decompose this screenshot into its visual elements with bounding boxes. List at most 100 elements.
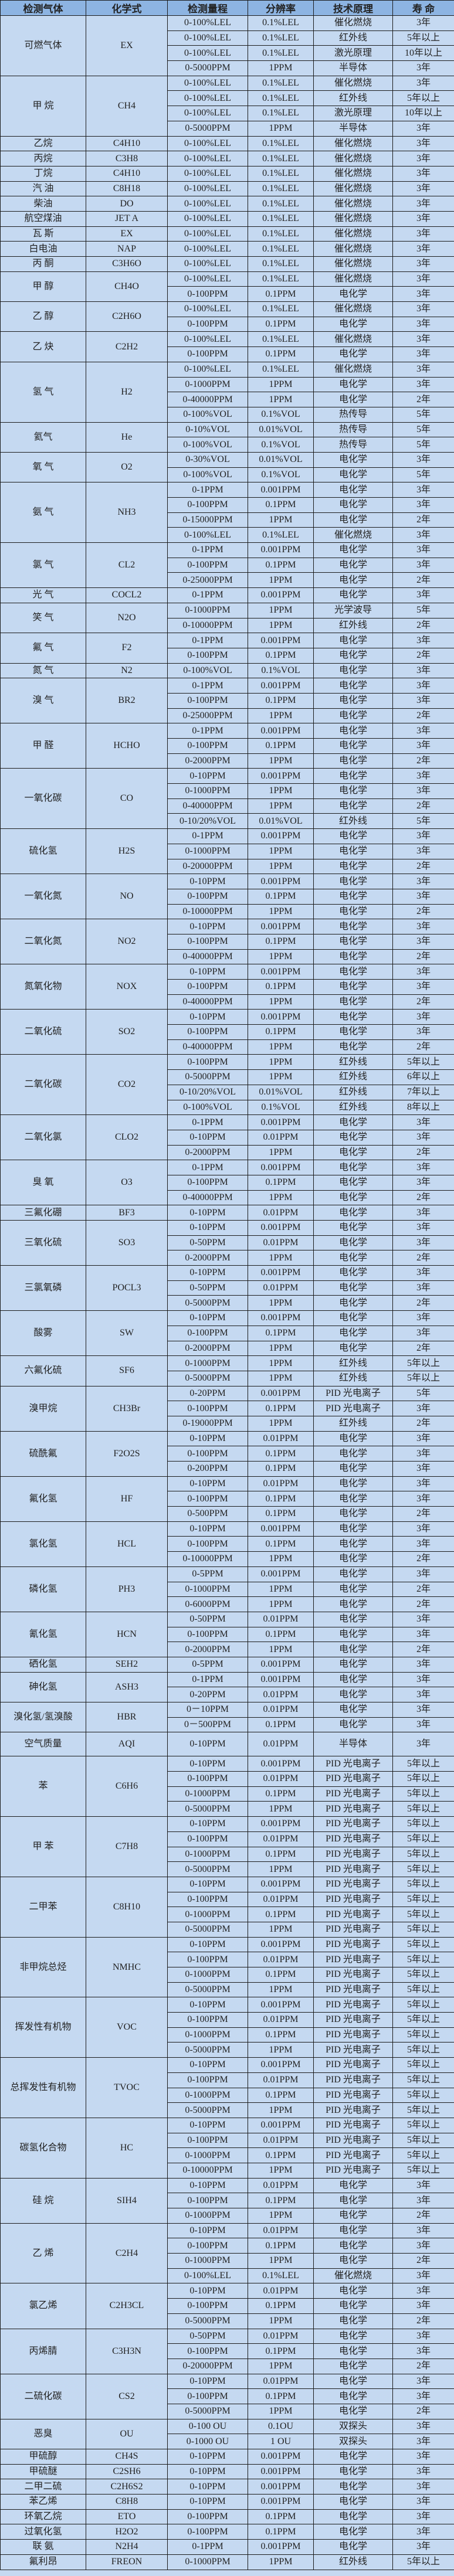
- principle-cell: 电化学: [313, 2313, 393, 2329]
- header-formula: 化学式: [86, 0, 168, 16]
- range-cell: 0-50PPM: [167, 1280, 248, 1296]
- range-cell: 0-10PPM: [167, 2463, 248, 2480]
- gas-name-cell: 丙烷: [0, 151, 86, 166]
- principle-cell: 红外线: [313, 90, 393, 107]
- lifespan-cell: 3年: [392, 1687, 454, 1702]
- gas-name-cell: 氯乙烯: [0, 2283, 86, 2329]
- range-cell: 0-20PPM: [167, 1687, 248, 1702]
- table-row: 0-5000PPM 1PPM 红外线 6年以上: [1, 1069, 454, 1085]
- lifespan-cell: 3年: [392, 1717, 454, 1733]
- table-row: 0-100PPM 0.1PPM 电化学 3年: [1, 346, 454, 362]
- resolution-cell: 0.001PPM: [248, 1310, 314, 1326]
- lifespan-cell: 3年: [392, 210, 454, 227]
- lifespan-cell: 3年: [392, 557, 454, 573]
- table-row: 0-1000PPM 0.1PPM PID 光电离子 5年以上: [1, 1906, 454, 1922]
- resolution-cell: 0.001PPM: [248, 2479, 314, 2495]
- lifespan-cell: 5年以上: [392, 2087, 454, 2103]
- resolution-cell: 1PPM: [248, 1069, 314, 1085]
- range-cell: 0-100PPM: [167, 1325, 248, 1341]
- range-cell: 0-100PPM: [167, 2012, 248, 2028]
- table-row: 乙烷 C4H10 0-100%LEL 0.1%LEL 催化燃烧 3年: [0, 135, 454, 152]
- range-cell: 0-10PPM: [167, 2479, 248, 2495]
- table-row: 二氧化碳 CO2 0-100PPM 1PPM 红外线 5年以上: [0, 1054, 454, 1116]
- range-cell: 0-10PPM: [167, 874, 248, 889]
- table-row: 0-100PPM 0.1PPM 电化学 3年: [1, 286, 454, 303]
- lifespan-cell: 3年: [392, 376, 454, 393]
- table-row: 0-100PPM 0.01PPM PID 光电离子 5年以上: [1, 2072, 454, 2088]
- range-cell: 0-100 OU: [167, 2418, 248, 2435]
- resolution-cell: 0.01PPM: [248, 1952, 314, 1967]
- gas-name-cell: 溴 气: [0, 678, 86, 724]
- table-row: 空气质量 AQI 0-10PPM 0.01PPM 半导体 3年: [0, 1732, 454, 1757]
- resolution-cell: 0.001PPM: [248, 2463, 314, 2480]
- table-row: 氦气 He 0-10%VOL 0.01%VOL 热传导 5年: [0, 422, 454, 453]
- table-row: 0-5000PPM 1PPM 红外线 5年以上: [1, 1370, 454, 1386]
- resolution-cell: 0.1PPM: [248, 2147, 314, 2163]
- resolution-cell: 0.001PPM: [248, 2057, 314, 2073]
- gas-name-cell: 联 氨: [0, 2539, 86, 2555]
- lifespan-cell: 5年以上: [392, 1846, 454, 1863]
- table-row: 可燃气体 EX 0-100%LEL 0.1%LEL 催化燃烧 3年: [0, 15, 454, 76]
- range-cell: 0-20PPM: [167, 1385, 248, 1402]
- table-row: 0-100PPM 0.1PPM 电化学 3年: [1, 979, 454, 995]
- range-cell: 0－10PPM: [167, 1702, 248, 1718]
- lifespan-cell: 3年: [392, 1732, 454, 1757]
- resolution-cell: 0.1PPM: [248, 2087, 314, 2103]
- table-row: 乙 烯 C2H4 0-10PPM 0.01PPM 电化学 3年: [0, 2222, 454, 2284]
- lifespan-cell: 3年: [392, 933, 454, 950]
- resolution-cell: 0.1%LEL: [248, 301, 314, 317]
- principle-cell: 电化学: [313, 1687, 393, 1702]
- resolution-cell: 0.01PPM: [248, 2283, 314, 2299]
- resolution-cell: 1PPM: [248, 1596, 314, 1612]
- range-cell: 0-100%LEL: [167, 90, 248, 107]
- gas-name-cell: 氨 气: [0, 482, 86, 543]
- principle-cell: 红外线: [313, 1099, 393, 1116]
- resolution-cell: 0.1PPM: [248, 1325, 314, 1341]
- range-cell: 0-5000PPM: [167, 1295, 248, 1311]
- lifespan-cell: 5年以上: [392, 1355, 454, 1371]
- principle-cell: 电化学: [313, 2298, 393, 2314]
- table-row: 0-1000PPM 0.1PPM PID 光电离子 5年以上: [1, 1967, 454, 1983]
- lifespan-cell: 2年: [392, 1506, 454, 1522]
- principle-cell: 电化学: [313, 1581, 393, 1598]
- table-row: 0-100%VOL 0.1%VOL 红外线 8年以上: [1, 1099, 454, 1116]
- table-row: 0-6000PPM 1PPM 电化学 2年: [1, 1596, 454, 1612]
- principle-cell: 电化学: [313, 1566, 393, 1582]
- header-row: 检测气体 化学式 检测量程 分辨率 技术原理 寿 命: [0, 0, 454, 16]
- range-cell: 0-10PPM: [167, 1265, 248, 1281]
- lifespan-cell: 3年: [392, 331, 454, 348]
- gas-name-cell: 氧 气: [0, 451, 86, 483]
- principle-cell: PID 光电离子: [313, 1921, 393, 1938]
- gas-name-cell: 甲硫醚: [0, 2463, 86, 2480]
- resolution-cell: 0.001PPM: [248, 964, 314, 980]
- range-cell: 0-100PPM: [167, 1174, 248, 1191]
- gas-name-cell: 笑 气: [0, 602, 86, 634]
- gas-name-cell: 乙 烯: [0, 2222, 86, 2284]
- principle-cell: 催化燃烧: [313, 181, 393, 197]
- resolution-cell: 0.01PPM: [248, 1732, 314, 1757]
- range-cell: 0-50PPM: [167, 2328, 248, 2344]
- principle-cell: 电化学: [313, 2283, 393, 2299]
- range-cell: 0-5000PPM: [167, 2313, 248, 2329]
- resolution-cell: 0.1PPM: [248, 738, 314, 754]
- range-cell: 0-5000PPM: [167, 1861, 248, 1877]
- range-cell: 0-100%LEL: [167, 135, 248, 152]
- lifespan-cell: 5年以上: [392, 1876, 454, 1892]
- principle-cell: PID 光电离子: [313, 2072, 393, 2088]
- resolution-cell: 0.1PPM: [248, 316, 314, 332]
- formula-cell: C2H4: [86, 2222, 168, 2284]
- lifespan-cell: 2年: [392, 392, 454, 407]
- lifespan-cell: 2年: [392, 2253, 454, 2269]
- gas-name-cell: 硫酰氟: [0, 1430, 86, 1477]
- resolution-cell: 0.001PPM: [248, 1265, 314, 1281]
- resolution-cell: 0.1PPM: [248, 1786, 314, 1802]
- table-row: 硒化氢 SEH2 0-5PPM 0.001PPM 电化学 3年: [0, 1656, 454, 1673]
- lifespan-cell: 2年: [392, 903, 454, 920]
- formula-cell: EX: [86, 226, 168, 242]
- principle-cell: 电化学: [313, 1506, 393, 1522]
- gas-name-cell: 瓦 斯: [0, 226, 86, 242]
- formula-cell: C2H2: [86, 331, 168, 362]
- table-row: 0-100PPM 0.1PPM 电化学 3年: [1, 738, 454, 754]
- gas-name-cell: 甲 醇: [0, 271, 86, 303]
- range-cell: 0-5000PPM: [167, 1921, 248, 1938]
